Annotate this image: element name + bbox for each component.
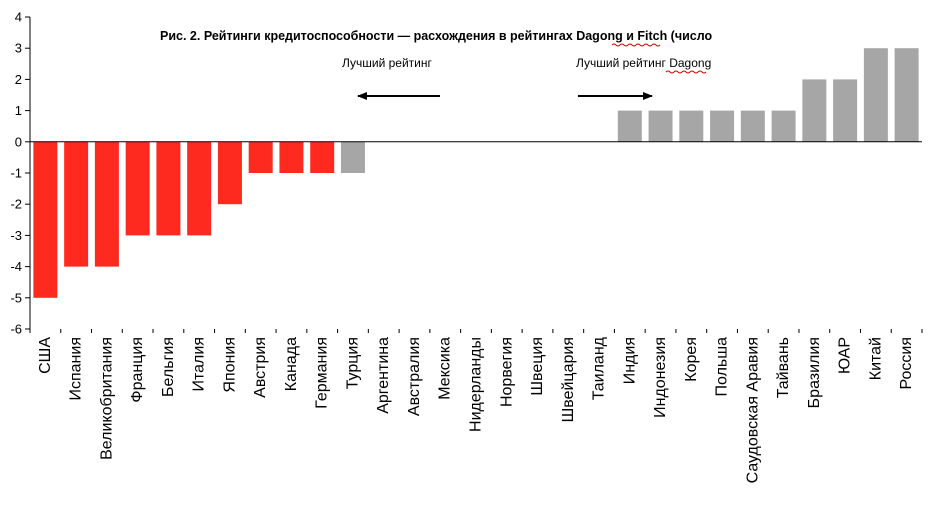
- bar-27: [833, 79, 858, 142]
- category-label-4: Франция: [129, 337, 146, 403]
- category-label-23: Польша: [714, 337, 731, 397]
- category-label-16: Норвегия: [498, 337, 515, 407]
- annotation-best-rating: Лучший рейтинг: [342, 56, 433, 70]
- spellcheck-underline-dagong: [665, 70, 707, 74]
- bar-2: [64, 141, 89, 267]
- spellcheck-underline: [611, 43, 661, 47]
- y-tick-label: -5: [10, 290, 22, 305]
- y-tick-label: -6: [10, 322, 22, 337]
- bar-23: [710, 110, 735, 142]
- bar-24: [740, 110, 765, 142]
- category-label-19: Таиланд: [591, 336, 608, 400]
- annotation-best-dagong: Лучший рейтинг Dagong: [576, 56, 711, 70]
- category-label-24: Саудовская Аравия: [744, 337, 761, 483]
- y-tick-label: -2: [10, 197, 22, 212]
- category-label-3: Великобритания: [98, 337, 115, 460]
- y-tick-label: 0: [15, 134, 22, 149]
- bar-3: [94, 141, 119, 267]
- category-label-12: Аргентина: [375, 337, 392, 414]
- category-label-29: Россия: [898, 337, 915, 389]
- category-label-22: Корея: [683, 337, 700, 382]
- bar-25: [771, 110, 796, 142]
- category-label-26: Бразилия: [806, 337, 823, 408]
- category-label-1: США: [37, 337, 54, 374]
- category-labels: США Испания Великобритания Франция Бельгия Ит…: [37, 336, 915, 483]
- category-label-6: Италия: [191, 337, 208, 391]
- y-tick-label: -3: [10, 228, 22, 243]
- bars-layer: [33, 48, 919, 298]
- bar-9: [279, 141, 304, 173]
- category-label-13: Австралия: [406, 337, 423, 416]
- category-label-10: Германия: [314, 337, 331, 409]
- bar-8: [248, 141, 273, 173]
- category-label-18: Швейцария: [560, 337, 577, 422]
- bar-28: [863, 48, 888, 142]
- category-label-5: Бельгия: [160, 337, 177, 397]
- y-tick-label: 2: [15, 72, 22, 87]
- y-tick-label: -4: [10, 259, 22, 274]
- category-label-21: Индонезия: [652, 337, 669, 418]
- category-label-7: Япония: [221, 337, 238, 393]
- bar-1: [33, 141, 58, 298]
- category-label-25: Тайвань: [775, 337, 792, 398]
- category-label-15: Нидерланды: [468, 337, 485, 432]
- category-label-11: Турция: [344, 337, 361, 389]
- bar-6: [187, 141, 212, 236]
- y-tick-label: 4: [15, 10, 22, 25]
- y-tick-label: -1: [10, 166, 22, 181]
- category-label-20: Индия: [621, 337, 638, 384]
- axes: 4 3 2 1 0 -1 -2 -3 -4 -5 -6: [10, 10, 923, 337]
- bar-21: [648, 110, 673, 142]
- category-label-8: Австрия: [252, 337, 269, 398]
- category-label-27: ЮАР: [837, 337, 854, 374]
- category-label-28: Китай: [867, 337, 884, 380]
- y-tick-label: 3: [15, 41, 22, 56]
- bar-4: [125, 141, 150, 236]
- category-label-2: Испания: [68, 337, 85, 401]
- category-label-14: Мексика: [437, 337, 454, 400]
- category-label-17: Швеция: [529, 337, 546, 396]
- chart-title: Рис. 2. Рейтинги кредитоспособности — ра…: [160, 29, 713, 43]
- bar-29: [894, 48, 919, 142]
- bar-22: [679, 110, 704, 142]
- bar-20: [617, 110, 642, 142]
- bar-10: [310, 141, 335, 173]
- y-tick-label: 1: [15, 103, 22, 118]
- bar-7: [217, 141, 242, 205]
- category-label-9: Канада: [283, 337, 300, 391]
- bar-5: [156, 141, 181, 236]
- bar-26: [802, 79, 827, 142]
- bar-11: [340, 141, 365, 173]
